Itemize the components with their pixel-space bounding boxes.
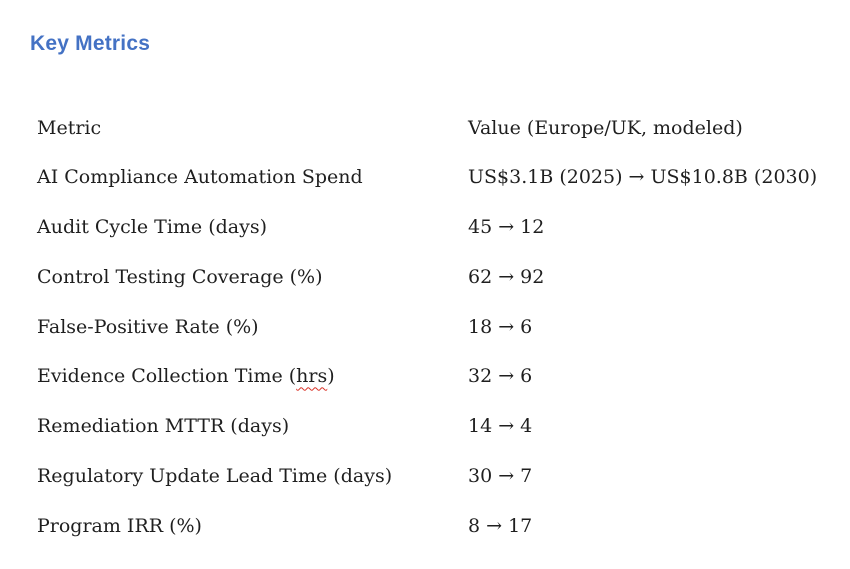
- table-row: Control Testing Coverage (%) 62 → 92: [37, 252, 820, 302]
- metric-cell: Remediation MTTR (days): [37, 415, 290, 438]
- metric-cell: Audit Cycle Time (days): [37, 216, 267, 239]
- value-cell: 14 → 4: [468, 415, 533, 438]
- column-header-value: Value (Europe/UK, modeled): [468, 116, 743, 139]
- table-row: Remediation MTTR (days) 14 → 4: [37, 402, 820, 452]
- table-body: AI Compliance Automation Spend US$3.1B (2…: [37, 153, 820, 551]
- section-heading: Key Metrics: [30, 32, 151, 55]
- table-row: Audit Cycle Time (days) 45 → 12: [37, 203, 820, 253]
- value-cell: 30 → 7: [468, 465, 533, 488]
- column-header-metric: Metric: [37, 116, 102, 139]
- metric-cell: Control Testing Coverage (%): [37, 265, 323, 288]
- value-cell: 45 → 12: [468, 216, 545, 239]
- metrics-table: Metric Value (Europe/UK, modeled) AI Com…: [37, 103, 820, 551]
- spellcheck-misspelled-word: hrs: [296, 365, 328, 388]
- metric-cell: AI Compliance Automation Spend: [37, 166, 363, 189]
- value-cell: US$3.1B (2025) → US$10.8B (2030): [468, 166, 818, 189]
- metric-cell: Evidence Collection Time (hrs): [37, 365, 335, 388]
- table-row: AI Compliance Automation Spend US$3.1B (2…: [37, 153, 820, 203]
- value-cell: 18 → 6: [468, 315, 533, 338]
- metric-cell: Regulatory Update Lead Time (days): [37, 465, 393, 488]
- table-row: Regulatory Update Lead Time (days) 30 → 7: [37, 452, 820, 502]
- metric-cell: False-Positive Rate (%): [37, 315, 259, 338]
- value-cell: 8 → 17: [468, 514, 533, 537]
- table-row: False-Positive Rate (%) 18 → 6: [37, 302, 820, 352]
- table-row: Program IRR (%) 8 → 17: [37, 501, 820, 551]
- value-cell: 62 → 92: [468, 265, 545, 288]
- metric-cell: Program IRR (%): [37, 514, 202, 537]
- value-cell: 32 → 6: [468, 365, 533, 388]
- table-header-row: Metric Value (Europe/UK, modeled): [37, 103, 820, 153]
- table-row: Evidence Collection Time (hrs) 32 → 6: [37, 352, 820, 402]
